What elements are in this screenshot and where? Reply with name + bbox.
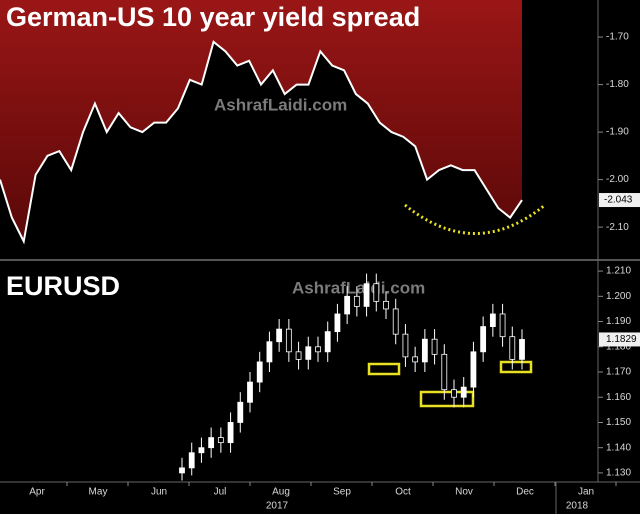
chart-title: EURUSD: [6, 271, 120, 301]
candle-body: [421, 338, 428, 363]
x-tick-label: Jan: [578, 487, 594, 498]
y-tick-label: -2.10: [606, 222, 629, 233]
x-tick-label: Jul: [214, 487, 227, 498]
candle-body: [412, 356, 419, 363]
x-tick-label: Apr: [29, 487, 45, 498]
candle-body: [247, 381, 253, 403]
highlight-box: [367, 362, 401, 376]
y-tick-label: 1.200: [606, 291, 631, 302]
candle-body: [383, 300, 389, 310]
area-fill: [0, 0, 522, 242]
x-tick-label: Nov: [455, 487, 473, 498]
y-tick-label: -2.00: [606, 174, 629, 185]
x-tick-label: Oct: [395, 487, 411, 498]
candle-body: [373, 283, 380, 302]
y-tick-label: 1.150: [606, 417, 631, 428]
candle-body: [441, 353, 448, 391]
y-tick-label: -1.90: [606, 127, 629, 138]
candle-body: [266, 341, 273, 363]
watermark: AshrafLaidi.com: [292, 278, 425, 297]
candle-body: [431, 338, 438, 355]
candle-body: [509, 336, 516, 360]
y-tick-label: 1.170: [606, 367, 631, 378]
y-tick-label: 1.160: [606, 392, 631, 403]
candle-body: [305, 346, 312, 360]
last-value-box: [599, 332, 640, 347]
candle-body: [353, 295, 360, 307]
candle-body: [392, 308, 399, 335]
candle-body: [519, 339, 525, 360]
candle-body: [295, 351, 302, 360]
candle-body: [470, 351, 477, 388]
candle-body: [217, 437, 224, 444]
candle-body: [460, 386, 467, 398]
candle-body: [344, 295, 351, 315]
y-tick-label: 1.180: [606, 341, 631, 352]
candle-body: [499, 313, 506, 338]
highlight-box: [499, 360, 533, 374]
candle-body: [198, 447, 205, 454]
y-tick-label: 1.140: [606, 442, 631, 453]
year-label: 2018: [566, 501, 589, 512]
year-label: 2017: [266, 501, 289, 512]
candle-body: [363, 283, 370, 307]
candle-body: [227, 422, 234, 444]
x-tick-label: May: [89, 487, 108, 498]
candle-body: [179, 467, 185, 474]
candle-body: [237, 401, 244, 423]
line: [0, 40, 523, 245]
candle-body: [451, 389, 457, 398]
y-tick-label: 1.210: [606, 266, 631, 277]
candle-body: [480, 326, 487, 353]
candle-body: [315, 346, 321, 353]
candle-body: [334, 313, 341, 333]
candle-body: [256, 361, 263, 383]
last-value-label: -2.043: [604, 195, 633, 206]
last-value-box: [599, 193, 640, 208]
highlight-box: [419, 390, 475, 408]
y-tick-label: 1.130: [606, 468, 631, 479]
candle-body: [402, 333, 409, 358]
x-tick-label: Dec: [516, 487, 534, 498]
watermark: AshrafLaidi.com: [214, 95, 347, 114]
x-tick-label: Aug: [272, 487, 290, 498]
candle-body: [208, 437, 215, 449]
candle-body: [276, 328, 283, 343]
x-tick-label: Jun: [151, 487, 167, 498]
candle-body: [489, 313, 496, 327]
y-tick-label: 1.190: [606, 316, 631, 327]
y-tick-label: -1.70: [606, 32, 629, 43]
candle-body: [285, 328, 292, 353]
candle-body: [324, 331, 331, 353]
candle-body: [188, 452, 195, 469]
chart-title: German-US 10 year yield spread: [6, 2, 420, 32]
last-value-label: 1.1829: [606, 334, 637, 345]
x-tick-label: Sep: [333, 487, 351, 498]
y-tick-label: -1.80: [606, 79, 629, 90]
